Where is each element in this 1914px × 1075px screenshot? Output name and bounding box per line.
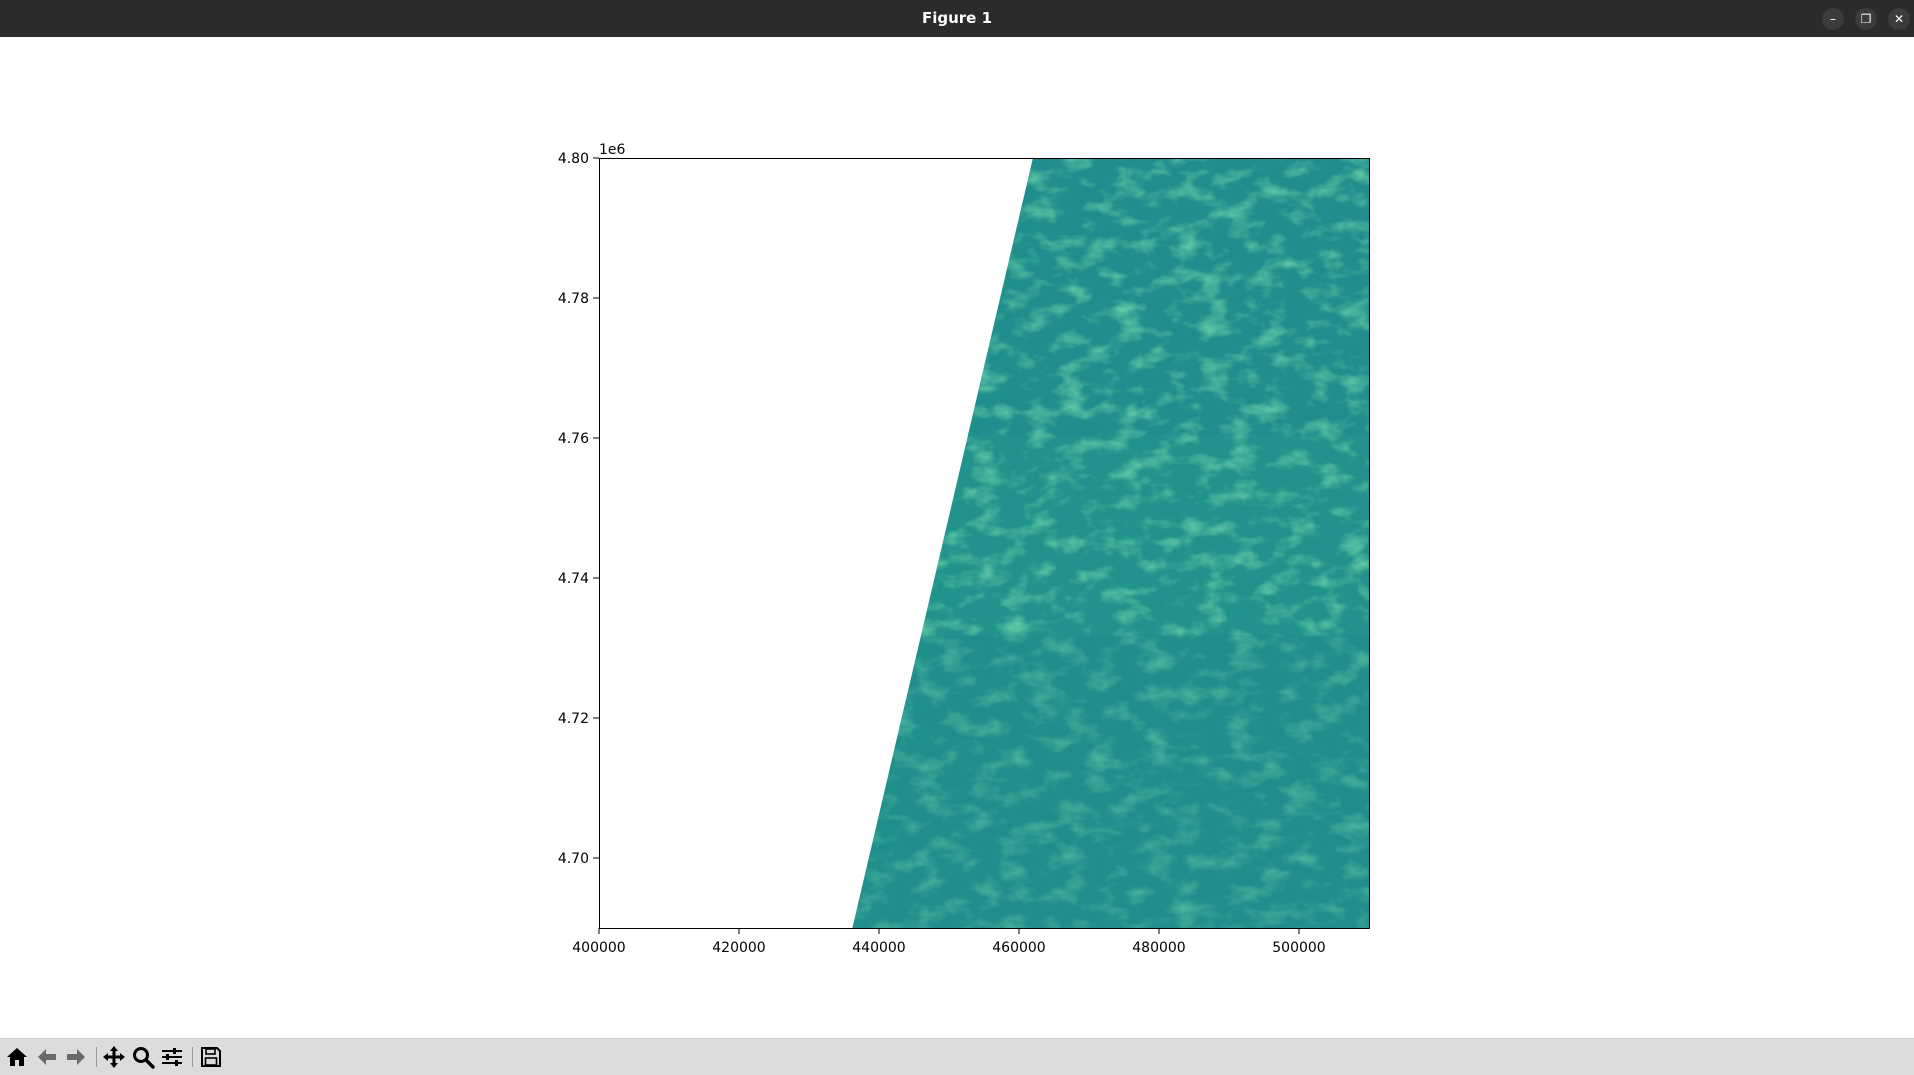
y-offset-label: 1e6 <box>599 142 626 158</box>
configure-subplots-icon[interactable] <box>159 1044 185 1070</box>
x-axis: 400000 420000 440000 460000 480000 500000 <box>572 928 1326 956</box>
close-button[interactable]: ✕ <box>1888 8 1910 30</box>
y-tick-label: 4.70 <box>558 851 589 867</box>
back-arrow-icon[interactable] <box>34 1044 60 1070</box>
raster-image <box>852 158 1369 928</box>
y-tick-label: 4.72 <box>558 711 589 727</box>
x-tick-label: 460000 <box>992 940 1045 956</box>
minimize-button[interactable]: – <box>1822 8 1844 30</box>
window-titlebar: Figure 1 – ❐ ✕ <box>0 0 1914 37</box>
pan-icon[interactable] <box>101 1044 127 1070</box>
y-tick-label: 4.74 <box>558 571 589 587</box>
y-tick-label: 4.80 <box>558 151 589 167</box>
y-axis: 4.70 4.72 4.74 4.76 4.78 4.80 <box>558 151 599 867</box>
plot-figure[interactable]: 400000 420000 440000 460000 480000 500000 4.7… <box>0 37 1914 1038</box>
figure-canvas[interactable]: 400000 420000 440000 460000 480000 500000 4.7… <box>0 37 1914 1038</box>
save-icon[interactable] <box>198 1044 224 1070</box>
x-tick-label: 440000 <box>852 940 905 956</box>
x-tick-label: 420000 <box>712 940 765 956</box>
toolbar-separator <box>96 1047 97 1067</box>
raster-south-shade <box>852 635 1369 928</box>
x-tick-label: 400000 <box>572 940 625 956</box>
navigation-toolbar <box>0 1038 1914 1075</box>
axes-frame <box>599 158 1370 929</box>
toolbar-separator <box>192 1047 193 1067</box>
forward-arrow-icon[interactable] <box>63 1044 89 1070</box>
y-tick-label: 4.78 <box>558 291 589 307</box>
restore-button[interactable]: ❐ <box>1855 8 1877 30</box>
x-tick-label: 500000 <box>1272 940 1325 956</box>
zoom-icon[interactable] <box>130 1044 156 1070</box>
home-icon[interactable] <box>4 1044 30 1070</box>
y-tick-label: 4.76 <box>558 431 589 447</box>
x-tick-label: 480000 <box>1132 940 1185 956</box>
plot-axes: 400000 420000 440000 460000 480000 500000 4.7… <box>558 142 1370 956</box>
window-title: Figure 1 <box>921 9 993 27</box>
